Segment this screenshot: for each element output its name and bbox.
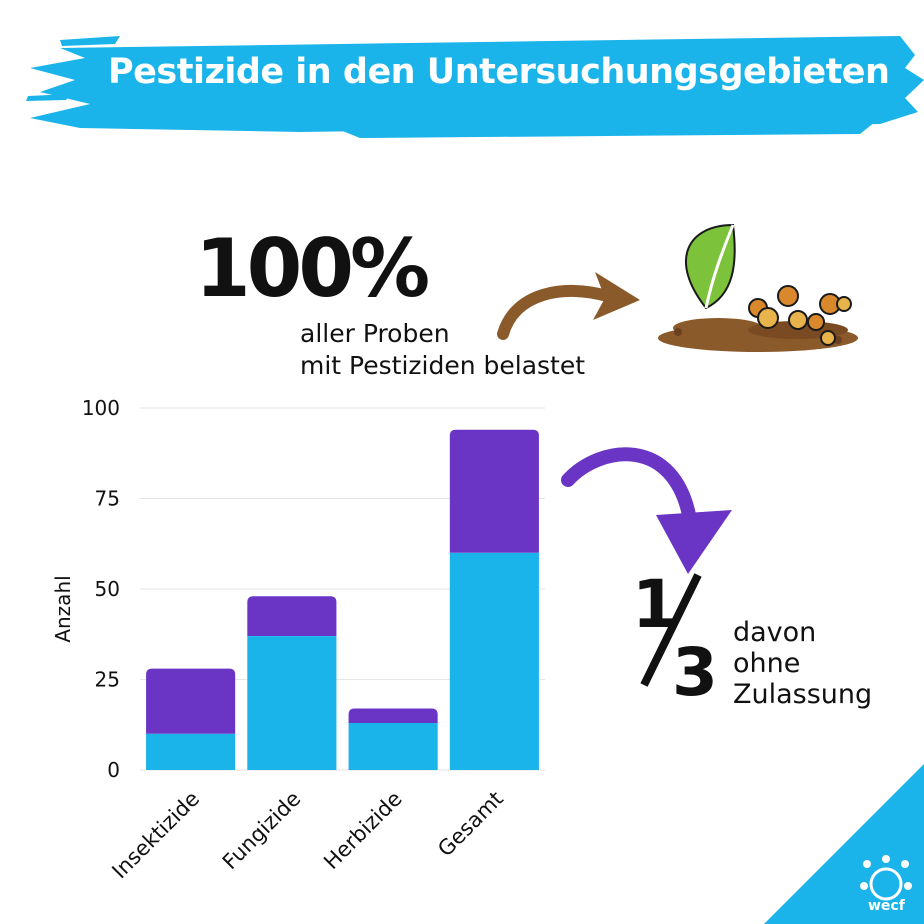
bar-segment-fungizide-top — [247, 596, 337, 637]
wecf-logo-corner — [764, 764, 924, 924]
x-tick-label: Insektizide — [107, 787, 204, 884]
caption-line-1: davon — [733, 617, 817, 648]
page-title: Pestizide in den Untersuchungsgebieten — [108, 52, 890, 92]
caption-line-2: ohne — [733, 648, 801, 679]
fraction-slash — [640, 573, 702, 687]
bar-segment-fungizide-bottom — [247, 636, 337, 770]
caption-line-3: Zulassung — [733, 679, 873, 710]
highlight-line-1: aller Proben — [300, 319, 450, 348]
x-tick-label: Fungizide — [218, 787, 306, 875]
soil-leaf-icon — [658, 223, 858, 352]
y-tick-label: 100 — [82, 396, 120, 420]
title-banner — [26, 36, 924, 138]
wecf-logo-text: wecf — [868, 898, 905, 914]
fraction-denominator: 3 — [672, 634, 718, 705]
bar-segment-insektizide-bottom — [146, 733, 236, 770]
bar-segment-herbizide-top — [348, 708, 438, 723]
highlight-percent: 100% — [195, 222, 430, 315]
y-tick-label: 50 — [95, 577, 120, 601]
purple-arrow-icon — [561, 447, 732, 574]
y-tick-label: 75 — [95, 487, 120, 511]
bar-segment-gesamt-bottom — [449, 552, 539, 770]
x-tick-label: Herbizide — [319, 787, 406, 874]
bar-segment-insektizide-top — [146, 668, 236, 734]
highlight-line-2: mit Pestiziden belastet — [300, 351, 586, 380]
globe-icon — [869, 867, 903, 901]
fraction-caption: davon ohne Zulassung — [733, 617, 872, 710]
y-axis-label: Anzahl — [51, 575, 75, 642]
y-tick-label: 0 — [107, 758, 120, 782]
one-third-fraction: 1 3 — [632, 566, 718, 705]
bar-segment-herbizide-bottom — [348, 722, 438, 770]
y-tick-label: 25 — [95, 668, 120, 692]
brown-arrow-icon — [497, 272, 640, 340]
bar-segment-gesamt-top — [449, 429, 539, 553]
stacked-bar-chart: 0 25 50 75 100 Anzahl Insektizide Fungizide Herb… — [51, 396, 545, 884]
x-tick-label: Gesamt — [433, 787, 508, 862]
